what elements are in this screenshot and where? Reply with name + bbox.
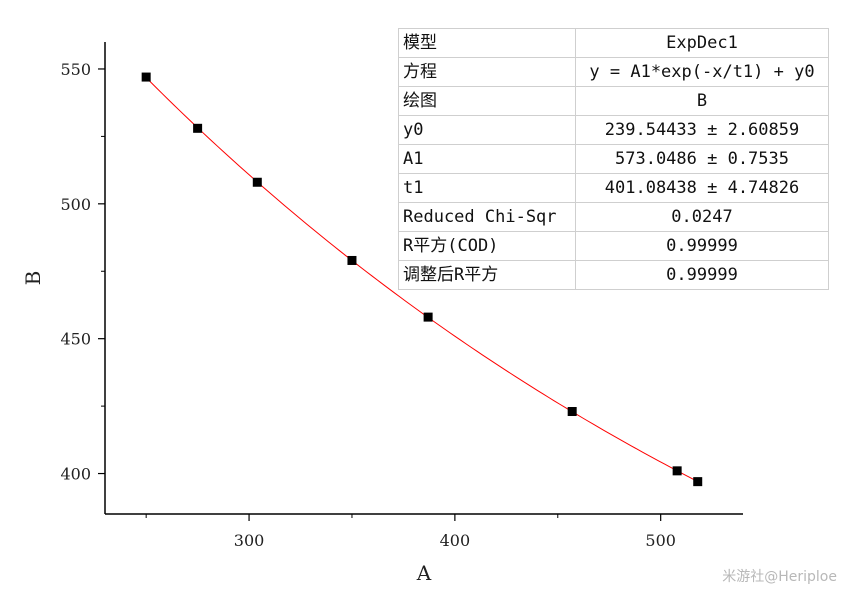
- tick-labels: 300 400 500 400 450 500 550: [60, 60, 675, 550]
- y-axis-label: B: [21, 271, 45, 286]
- table-key-cell: 模型: [398, 28, 576, 58]
- data-points: [141, 72, 703, 487]
- table-key-cell: y0: [398, 115, 576, 145]
- x-axis-label: A: [416, 561, 432, 585]
- data-point: [193, 123, 203, 133]
- table-row: 调整后R平方 0.99999: [398, 260, 829, 290]
- table-value-cell: y = A1*exp(-x/t1) + y0: [575, 57, 829, 87]
- fit-line: [145, 77, 698, 482]
- table-row: 绘图 B: [398, 86, 829, 116]
- tick-marks: [98, 68, 662, 521]
- table-row: y0 239.54433 ± 2.60859: [398, 115, 829, 145]
- table-value-cell: 239.54433 ± 2.60859: [575, 115, 829, 145]
- table-value-cell: ExpDec1: [575, 28, 829, 58]
- x-tick-label: 500: [645, 531, 676, 550]
- table-key-cell: A1: [398, 144, 576, 174]
- table-row: 模型 ExpDec1: [398, 28, 829, 58]
- table-value-cell: 401.08438 ± 4.74826: [575, 173, 829, 203]
- watermark: 米游社@Heriploe: [722, 569, 837, 585]
- table-value-cell: 573.0486 ± 0.7535: [575, 144, 829, 174]
- y-tick-label: 500: [60, 195, 91, 214]
- y-tick-label: 400: [60, 465, 91, 484]
- table-row: R平方(COD) 0.99999: [398, 231, 829, 261]
- data-point: [347, 255, 357, 265]
- table-key-cell: 绘图: [398, 86, 576, 116]
- y-tick-label: 450: [60, 330, 91, 349]
- x-tick-label: 300: [234, 531, 265, 550]
- table-row: t1 401.08438 ± 4.74826: [398, 173, 829, 203]
- table-row: A1 573.0486 ± 0.7535: [398, 144, 829, 174]
- data-point: [141, 72, 151, 82]
- table-key-cell: 方程: [398, 57, 576, 87]
- table-key-cell: R平方(COD): [398, 231, 576, 261]
- data-point: [693, 477, 703, 487]
- table-key-cell: Reduced Chi-Sqr: [398, 202, 576, 232]
- table-value-cell: 0.99999: [575, 231, 829, 261]
- data-point: [252, 177, 262, 187]
- data-point: [672, 466, 682, 476]
- x-tick-label: 400: [440, 531, 471, 550]
- table-value-cell: B: [575, 86, 829, 116]
- data-point: [567, 407, 577, 417]
- table-key-cell: 调整后R平方: [398, 260, 576, 290]
- table-row: Reduced Chi-Sqr 0.0247: [398, 202, 829, 232]
- y-tick-label: 550: [60, 60, 91, 79]
- table-value-cell: 0.0247: [575, 202, 829, 232]
- axes: [104, 42, 743, 515]
- table-value-cell: 0.99999: [575, 260, 829, 290]
- table-row: 方程 y = A1*exp(-x/t1) + y0: [398, 57, 829, 87]
- table-key-cell: t1: [398, 173, 576, 203]
- data-point: [423, 312, 433, 322]
